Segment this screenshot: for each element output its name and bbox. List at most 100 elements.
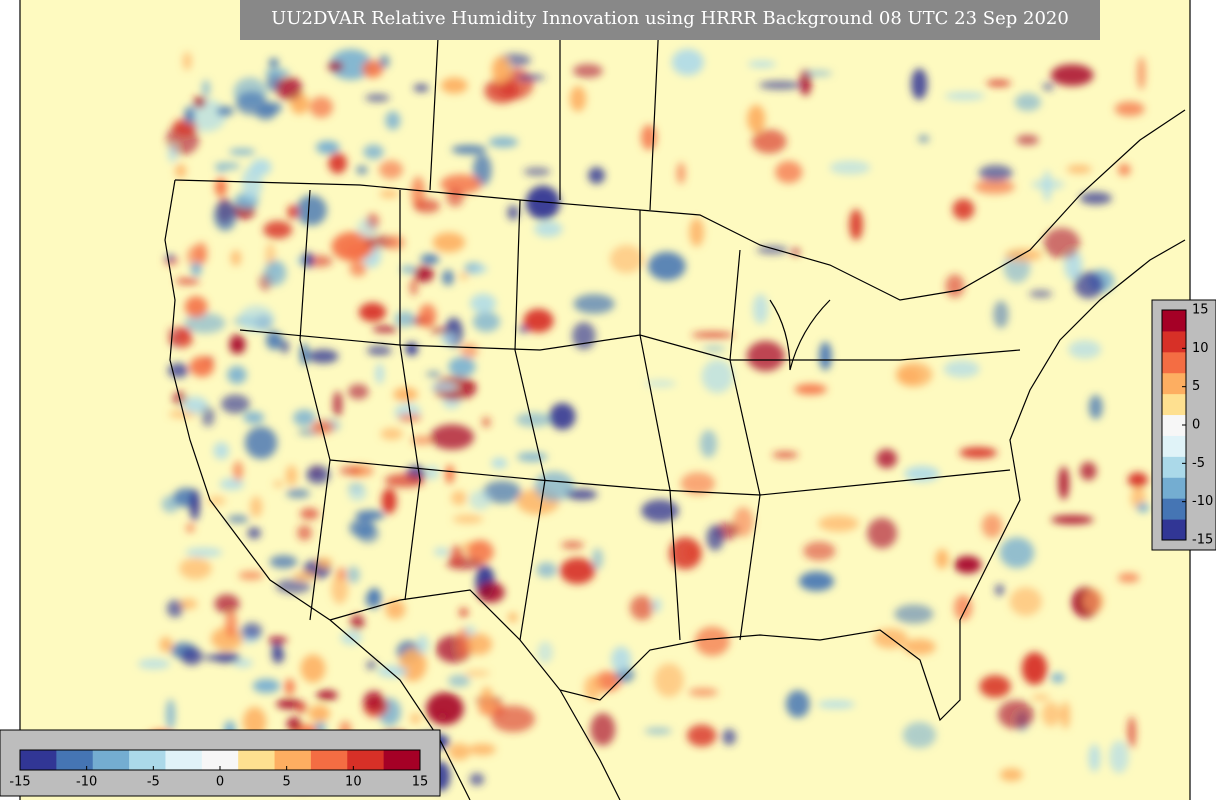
field-blob: [979, 675, 1011, 698]
field-blob: [516, 74, 546, 81]
field-blob: [309, 96, 333, 118]
field-blob: [584, 675, 602, 701]
field-blob: [168, 331, 193, 348]
field-blob: [275, 579, 311, 594]
field-blob: [572, 322, 596, 350]
field-blob: [1127, 472, 1148, 488]
field-blob: [363, 144, 384, 160]
map-title: UU2DVAR Relative Humidity Innovation usi…: [271, 8, 1069, 29]
field-blob: [702, 345, 726, 352]
field-blob: [426, 692, 464, 726]
state-line: [329, 459, 1011, 496]
field-blob: [817, 700, 855, 709]
vertical-colorbar-segment: [1162, 351, 1186, 374]
field-blob: [1109, 740, 1129, 774]
field-blob: [300, 508, 320, 520]
field-blob: [1031, 694, 1050, 701]
field-blob: [472, 153, 492, 186]
field-blob: [569, 86, 587, 112]
field-blob: [470, 293, 497, 313]
field-blob: [280, 339, 290, 354]
field-blob: [212, 652, 241, 663]
field-blob: [225, 610, 238, 639]
field-blob: [1050, 515, 1094, 525]
field-blob: [216, 106, 234, 117]
colorbar-tick-label: -10: [76, 775, 97, 790]
field-blob: [918, 135, 930, 143]
vertical-colorbar-segment: [1162, 393, 1186, 416]
field-blob: [491, 705, 535, 733]
field-blob: [1009, 587, 1042, 616]
field-blob: [414, 265, 434, 283]
field-blob: [523, 308, 554, 333]
field-blob: [414, 199, 441, 214]
field-blob: [647, 251, 686, 281]
field-blob: [573, 294, 615, 314]
field-blob: [175, 163, 187, 179]
field-blob: [803, 541, 836, 561]
field-blob: [516, 452, 548, 462]
field-blob: [286, 489, 311, 499]
colorbar-segment: [274, 750, 312, 770]
field-blob: [263, 220, 293, 239]
field-blob: [468, 743, 496, 756]
field-blob: [460, 343, 479, 359]
field-blob: [241, 622, 263, 639]
field-blob: [507, 205, 520, 221]
field-blob: [588, 167, 605, 184]
vertical-colorbar-segment: [1162, 519, 1186, 541]
field-blob: [1028, 289, 1053, 298]
field-blob: [405, 342, 418, 356]
state-line: [299, 189, 331, 621]
field-blob: [641, 499, 679, 523]
field-blob: [775, 160, 803, 184]
field-blob: [426, 371, 442, 378]
field-blob: [252, 678, 281, 693]
field-blob: [1082, 588, 1104, 614]
state-line: [399, 190, 421, 601]
field-blob: [954, 556, 982, 574]
south-east-coast: [329, 239, 1186, 722]
field-blob: [434, 547, 449, 557]
field-blob: [247, 527, 261, 539]
field-blob: [1079, 191, 1112, 205]
field-blob: [876, 449, 898, 469]
field-blob: [470, 265, 488, 273]
field-blob: [416, 634, 429, 655]
field-blob: [183, 396, 208, 414]
field-blob: [691, 331, 734, 339]
boundaries: [19, 0, 1191, 800]
field-blob: [644, 379, 677, 388]
field-blob: [362, 60, 383, 78]
field-blob: [561, 541, 585, 549]
field-blob: [308, 705, 330, 722]
field-blob: [943, 360, 980, 378]
field-blob: [464, 633, 493, 656]
field-blob: [609, 245, 644, 274]
field-blob: [676, 162, 686, 185]
field-blob: [296, 195, 327, 226]
field-blob: [747, 104, 766, 134]
field-blob: [420, 253, 440, 265]
field-blob: [175, 277, 200, 285]
field-blob: [523, 167, 551, 177]
field-blob: [867, 517, 898, 549]
field-blob: [301, 252, 314, 268]
field-blob: [229, 340, 246, 355]
field-blob: [592, 547, 603, 570]
field-blob: [297, 525, 312, 541]
field-blob: [363, 690, 385, 711]
colorbar-segment: [92, 750, 130, 770]
field-blob: [1051, 673, 1065, 683]
map-background: [20, 0, 1190, 800]
vertical-colorbar-segment: [1162, 372, 1186, 395]
colorbar-tick-label: 5: [283, 775, 291, 790]
field-blob: [549, 402, 576, 430]
field-blob: [311, 420, 334, 435]
vertical-colorbar-tick-label: 5: [1192, 379, 1200, 394]
field-blob: [384, 473, 426, 488]
field-blob: [204, 356, 214, 364]
field-blob: [819, 341, 832, 371]
field-blob: [451, 145, 487, 155]
field-blob: [165, 698, 176, 730]
